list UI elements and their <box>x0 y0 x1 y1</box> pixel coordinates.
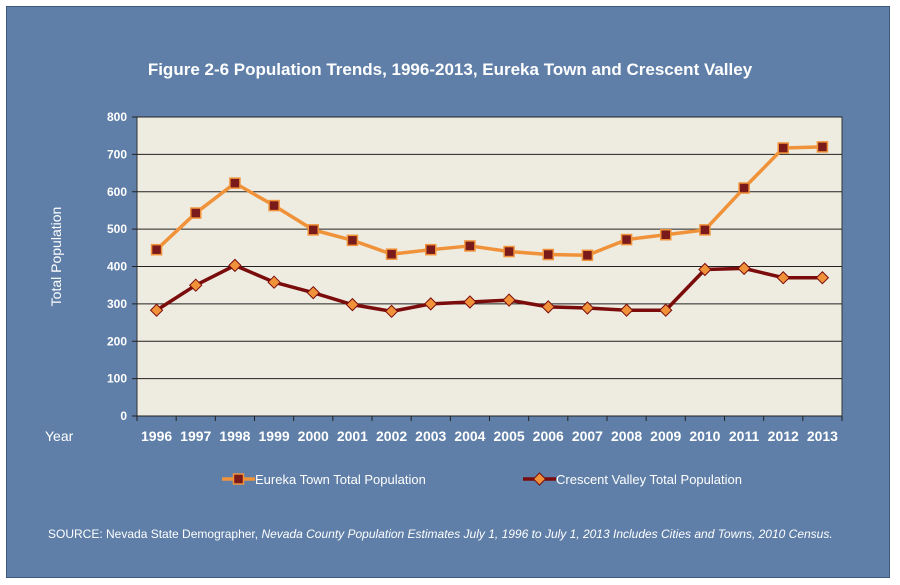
data-point-crescent <box>306 285 320 300</box>
x-tick-label: 2009 <box>650 428 681 444</box>
source-prefix: SOURCE: Nevada State Demographer, <box>48 527 262 541</box>
y-tick-label: 200 <box>107 334 127 348</box>
x-tick-label: 1997 <box>180 428 211 444</box>
y-tick-label: 300 <box>107 297 127 311</box>
data-point-crescent <box>698 262 712 277</box>
x-tick-label: 2010 <box>689 428 720 444</box>
x-tick-label: 2012 <box>768 428 799 444</box>
data-point-crescent <box>659 303 673 317</box>
legend-marker-eureka <box>232 473 245 485</box>
data-point-eureka <box>268 199 280 212</box>
data-point-crescent <box>737 261 751 276</box>
data-point-eureka <box>150 243 163 256</box>
series-line-1 <box>155 145 823 258</box>
data-point-crescent <box>149 303 164 317</box>
y-tick-label: 100 <box>107 372 127 386</box>
legend-label-1: Eureka Town Total Population <box>255 472 426 487</box>
x-tick-label: 2011 <box>729 428 760 444</box>
y-axis-label: Total Population <box>48 207 64 307</box>
x-tick-label: 2000 <box>298 428 329 444</box>
data-point-eureka <box>425 243 437 256</box>
data-point-crescent <box>384 304 399 319</box>
x-tick-label: 2007 <box>572 428 603 444</box>
y-tick-label: 800 <box>107 110 127 124</box>
source-citation: Nevada County Population Estimates July … <box>261 527 833 541</box>
data-point-eureka <box>385 248 398 260</box>
x-tick-label: 2005 <box>494 428 525 444</box>
data-point-eureka <box>620 233 633 246</box>
x-tick-label: 1998 <box>219 428 250 444</box>
x-tick-label: 1999 <box>259 428 290 444</box>
data-point-eureka <box>503 245 515 258</box>
x-tick-label: 2006 <box>533 428 564 444</box>
x-tick-label: 2002 <box>376 428 407 444</box>
data-point-crescent <box>267 275 281 289</box>
source-note: SOURCE: Nevada State Demographer, Nevada… <box>48 527 858 542</box>
y-tick-label: 0 <box>120 409 127 423</box>
data-point-eureka <box>464 240 476 252</box>
data-point-crescent <box>580 301 595 315</box>
data-point-eureka <box>816 141 829 153</box>
x-tick-label: 1996 <box>141 428 172 444</box>
y-tick-label: 600 <box>107 185 127 199</box>
series-line-2 <box>155 263 823 314</box>
data-point-eureka <box>660 228 672 241</box>
y-tick-label: 500 <box>107 222 127 236</box>
data-point-eureka <box>542 248 554 261</box>
y-tick-label: 400 <box>107 260 127 274</box>
data-point-crescent <box>776 271 790 285</box>
data-point-eureka <box>307 224 319 236</box>
x-tick-label: 2008 <box>611 428 642 444</box>
data-point-crescent <box>815 271 830 285</box>
data-point-crescent <box>502 293 516 307</box>
data-point-eureka <box>777 142 789 154</box>
y-tick-label: 700 <box>107 147 127 161</box>
x-tick-label: 2004 <box>454 428 485 444</box>
data-point-crescent <box>463 295 477 309</box>
legend-marker-crescent <box>532 472 547 486</box>
data-point-crescent <box>228 258 242 273</box>
data-point-eureka <box>190 207 202 219</box>
data-point-eureka <box>581 249 594 262</box>
data-point-eureka <box>738 182 750 194</box>
x-axis-label: Year <box>45 428 74 444</box>
chart-title: Figure 2-6 Population Trends, 1996-2013,… <box>147 60 753 79</box>
data-point-eureka <box>229 177 241 189</box>
x-tick-label: 2003 <box>415 428 446 444</box>
data-point-crescent <box>189 278 203 292</box>
data-point-crescent <box>345 297 360 312</box>
data-point-eureka <box>346 234 359 247</box>
legend-label-2: Crescent Valley Total Population <box>556 472 742 487</box>
data-point-crescent <box>541 300 555 314</box>
x-tick-label: 2001 <box>337 428 368 444</box>
data-point-eureka <box>699 224 711 236</box>
data-point-crescent <box>619 303 634 317</box>
data-point-crescent <box>424 297 438 311</box>
x-tick-label: 2013 <box>807 428 838 444</box>
